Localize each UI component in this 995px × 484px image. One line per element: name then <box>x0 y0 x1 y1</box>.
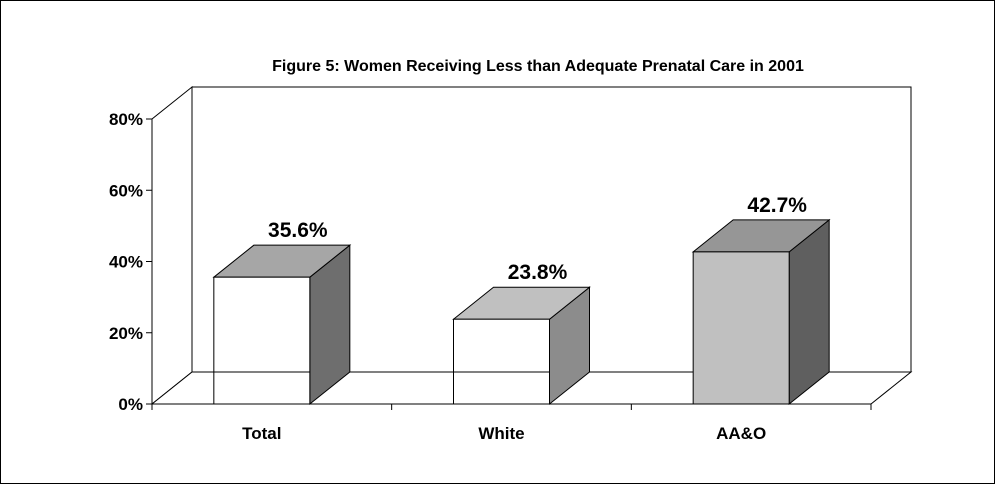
bar-front <box>453 318 550 405</box>
y-tick-label: 40% <box>109 253 143 272</box>
category-label: AA&O <box>716 424 766 443</box>
bar-2 <box>452 286 591 406</box>
left-wall <box>151 85 193 406</box>
category-label: Total <box>242 424 281 443</box>
data-label: 23.8% <box>508 261 568 284</box>
y-tick-label: 0% <box>118 395 143 414</box>
bar-front <box>692 251 790 405</box>
data-label: 42.7% <box>747 194 807 217</box>
y-axis-ticks: 0% 20% 40% 60% 80% <box>109 110 872 414</box>
bar-front <box>213 276 311 405</box>
y-tick-label: 20% <box>109 324 143 343</box>
bars: 35.6% Total 23.8% White 42.7% AA&O <box>212 194 831 443</box>
y-tick-label: 60% <box>109 181 143 200</box>
bar-1 <box>212 244 352 406</box>
data-label: 35.6% <box>268 219 328 242</box>
chart-title: Figure 5: Women Receiving Less than Adeq… <box>272 58 804 75</box>
category-label: White <box>478 424 524 443</box>
bar-3 <box>691 218 831 406</box>
y-tick-label: 80% <box>109 110 143 129</box>
